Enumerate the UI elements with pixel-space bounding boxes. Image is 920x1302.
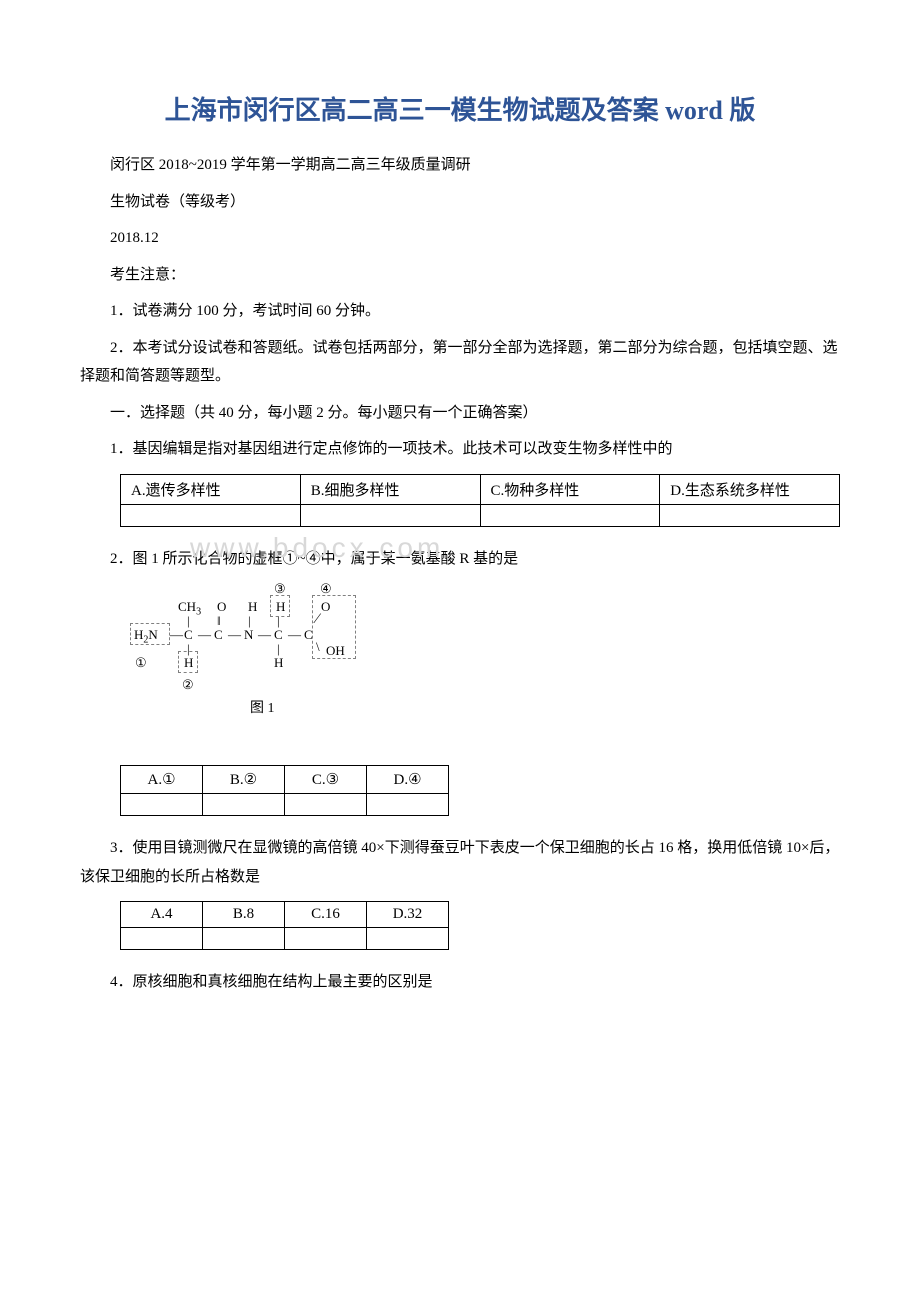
header-line: 闵行区 2018~2019 学年第一学期高二高三年级质量调研 [80,151,840,180]
empty-cell [285,928,367,950]
page-title: 上海市闵行区高二高三一模生物试题及答案 word 版 [80,90,840,127]
n-text: N [244,627,253,643]
empty-cell [121,504,301,526]
q3-option-a: A.4 [121,902,203,928]
q1-option-d: D.生态系统多样性 [660,474,840,504]
q2-option-c: C.③ [285,766,367,794]
o-right-text: O [321,599,330,615]
dash: — [258,627,271,643]
dash: — [198,627,211,643]
table-row: A.4 B.8 C.16 D.32 [121,902,449,928]
empty-cell [300,504,480,526]
empty-cell [367,794,449,816]
c-text: C [214,627,223,643]
notice-heading: 考生注意： [80,261,840,290]
oh-text: OH [326,643,345,659]
bslash: \ [316,639,320,655]
q4-text: 4．原核细胞和真核细胞在结构上最主要的区别是 [80,968,840,997]
q3-text: 3．使用目镜测微尺在显微镜的高倍镜 40×下测得蚕豆叶下表皮一个保卫细胞的长占 … [80,834,840,891]
empty-cell [121,794,203,816]
empty-cell [203,928,285,950]
table-row [121,928,449,950]
empty-cell [367,928,449,950]
q1-option-c: C.物种多样性 [480,474,660,504]
dash: — [170,627,183,643]
table-row: A.遗传多样性 B.细胞多样性 C.物种多样性 D.生态系统多样性 [121,474,840,504]
slash: ⁄ [316,611,319,628]
label-1: ① [135,655,147,671]
q2-option-d: D.④ [367,766,449,794]
q1-text: 1．基因编辑是指对基因组进行定点修饰的一项技术。此技术可以改变生物多样性中的 [80,435,840,464]
notice-2: 2．本考试分设试卷和答题纸。试卷包括两部分，第一部分全部为选择题，第二部分为综合… [80,334,840,391]
q2-option-b: B.② [203,766,285,794]
empty-cell [480,504,660,526]
empty-cell [121,928,203,950]
q3-option-c: C.16 [285,902,367,928]
q2-options-table: A.① B.② C.③ D.④ [120,765,449,816]
table-row [121,794,449,816]
q2-option-a: A.① [121,766,203,794]
notice-1: 1．试卷满分 100 分，考试时间 60 分钟。 [80,297,840,326]
empty-cell [203,794,285,816]
chem-figure-container: ③ ④ CH3 O H H O | ‖ | | ⁄ H2N — C — C — … [120,581,840,731]
dash: — [288,627,301,643]
table-row [121,504,840,526]
section-heading: 一．选择题（共 40 分，每小题 2 分。每小题只有一个正确答案） [80,399,840,428]
date-line: 2018.12 [80,224,840,253]
empty-cell [285,794,367,816]
h-mid-bottom-text: H [274,655,283,671]
table-row: A.① B.② C.③ D.④ [121,766,449,794]
q2-text: 2．图 1 所示化合物的虚框①~④中，属于某一氨基酸 R 基的是 [80,545,840,574]
q3-options-table: A.4 B.8 C.16 D.32 [120,901,449,950]
chem-figure: ③ ④ CH3 O H H O | ‖ | | ⁄ H2N — C — C — … [120,581,400,731]
c-text: C [304,627,313,643]
q1-options-table: A.遗传多样性 B.细胞多样性 C.物种多样性 D.生态系统多样性 [120,474,840,527]
q3-option-b: B.8 [203,902,285,928]
q1-option-a: A.遗传多样性 [121,474,301,504]
dash: — [228,627,241,643]
h-bottom-text: H [184,655,193,671]
subject-line: 生物试卷（等级考） [80,188,840,217]
q1-option-b: B.细胞多样性 [300,474,480,504]
empty-cell [660,504,840,526]
q3-option-d: D.32 [367,902,449,928]
label-2: ② [182,677,194,693]
figure-caption: 图 1 [250,697,275,717]
h2n-text: H2N [134,627,158,646]
